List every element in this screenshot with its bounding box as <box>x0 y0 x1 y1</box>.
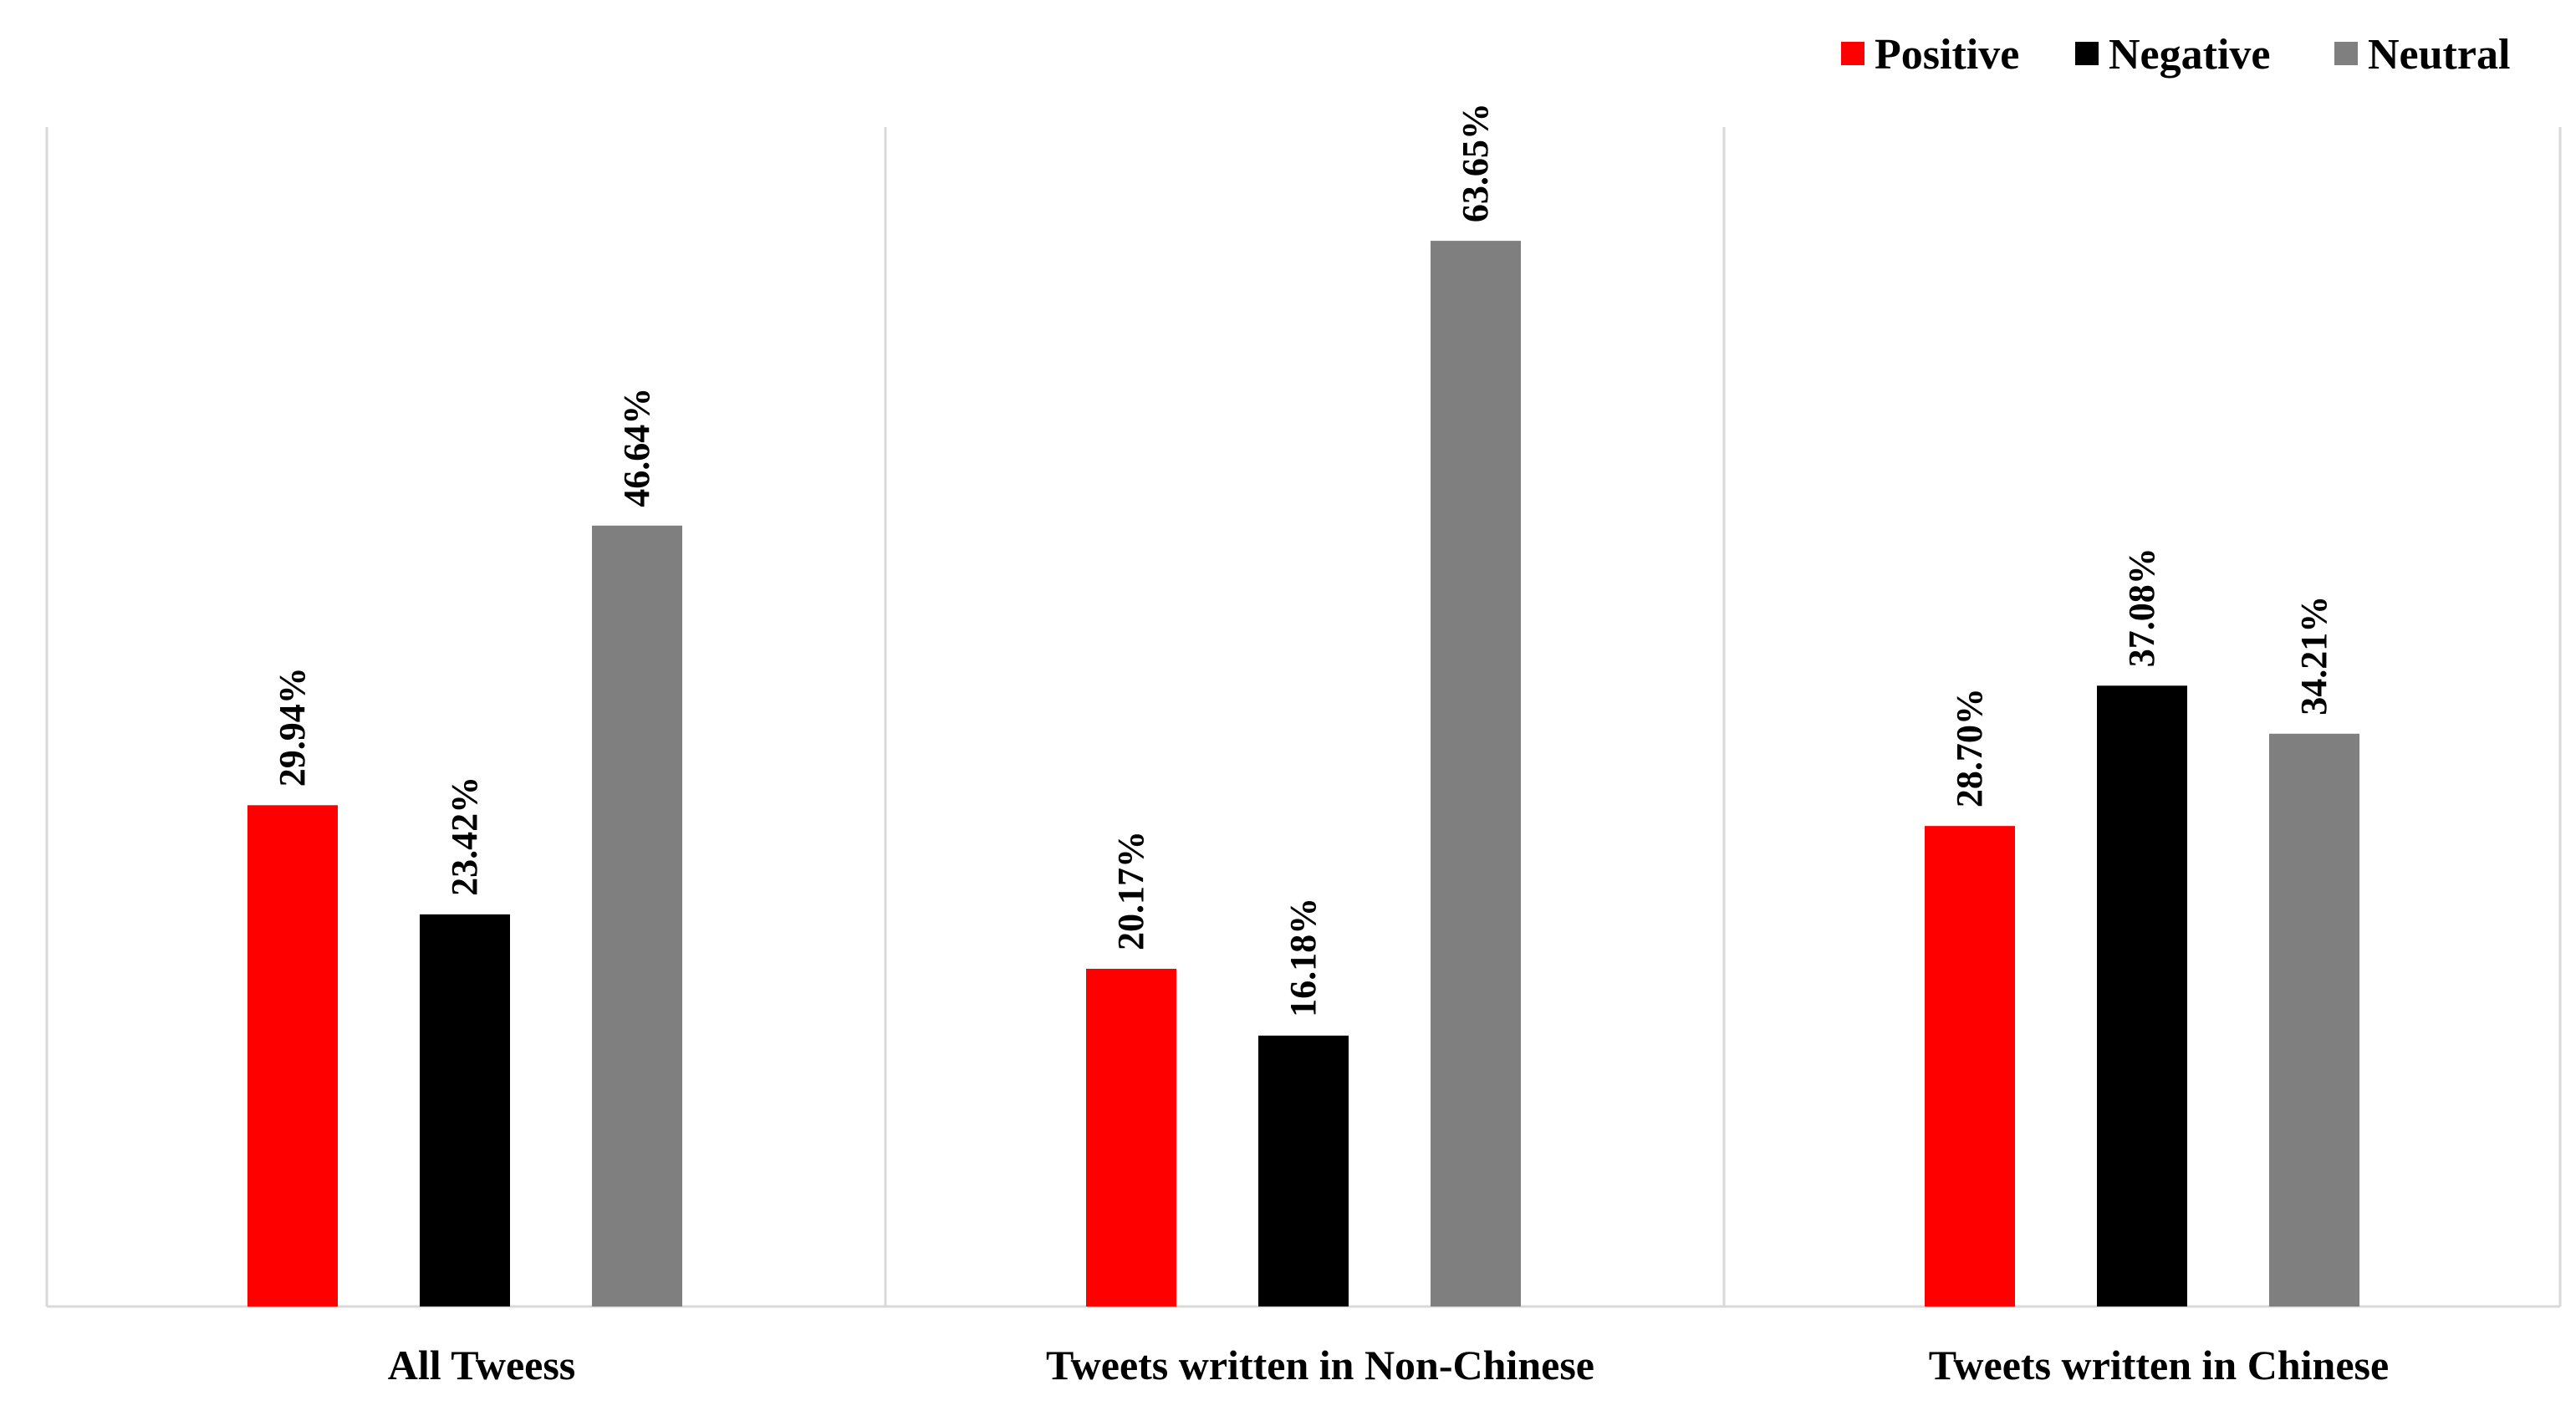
bar-positive <box>1086 968 1176 1306</box>
data-label: 20.17% <box>1110 831 1151 950</box>
bar-neutral <box>2269 733 2359 1306</box>
legend-swatch-negative <box>2075 42 2099 65</box>
bar-neutral <box>592 525 682 1306</box>
data-label: 28.70% <box>1949 688 1990 807</box>
legend-label-positive: Positive <box>1875 31 2019 79</box>
value-labels: 29.94% 23.42% 46.64% 20.17% 16.18% 63.65% 28.7… <box>272 103 2334 1017</box>
legend: Positive Negative Neutral <box>1841 31 2510 79</box>
data-label: 34.21% <box>2293 596 2334 716</box>
data-label: 16.18% <box>1283 898 1324 1017</box>
bar-neutral <box>1431 241 1521 1306</box>
data-label: 63.65% <box>1455 103 1496 222</box>
legend-swatch-positive <box>1841 42 1864 65</box>
bars <box>247 241 2359 1306</box>
category-label: Tweets written in Non-Chinese <box>1046 1342 1594 1388</box>
category-label: All Tweess <box>388 1342 576 1388</box>
category-label: Tweets written in Chinese <box>1929 1342 2389 1388</box>
data-label: 37.08% <box>2121 548 2162 667</box>
bar-negative <box>420 914 510 1306</box>
data-label: 46.64% <box>616 388 657 507</box>
bar-positive <box>1925 826 2015 1306</box>
category-labels: All Tweess Tweets written in Non-Chinese T… <box>388 1342 2389 1388</box>
legend-label-negative: Negative <box>2109 31 2270 79</box>
legend-label-neutral: Neutral <box>2368 31 2510 79</box>
panel-dividers <box>45 127 2562 1306</box>
bar-negative <box>1258 1035 1349 1306</box>
data-label: 29.94% <box>272 667 313 787</box>
bar-negative <box>2097 685 2187 1306</box>
data-label: 23.42% <box>444 777 485 896</box>
legend-swatch-neutral <box>2334 42 2358 65</box>
bar-positive <box>247 805 338 1306</box>
